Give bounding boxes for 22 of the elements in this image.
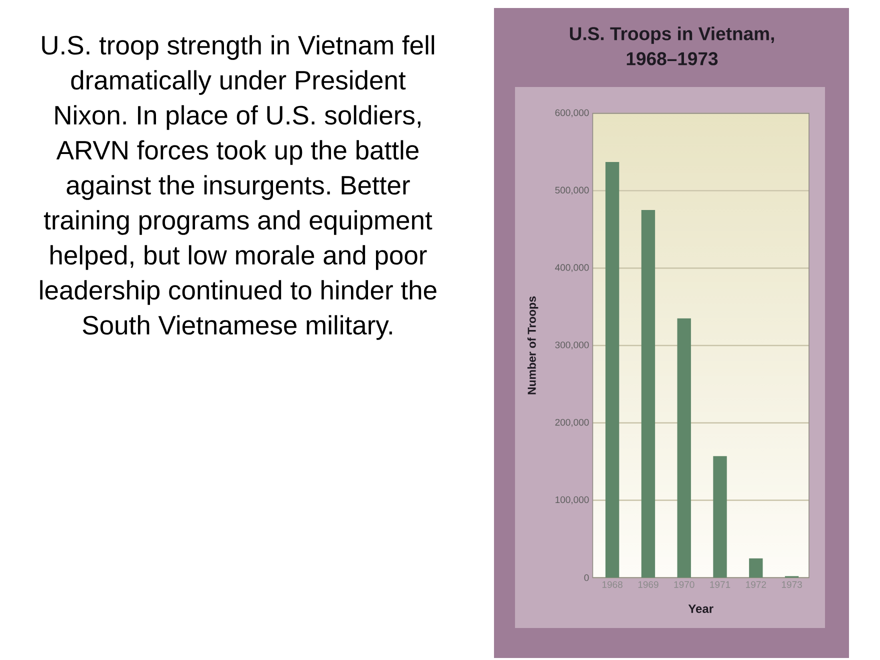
- y-tick-label: 200,000: [555, 418, 589, 427]
- text: U.S. troop strength in Vietnam fell dramatically under President Nixon. In place of U.S. soldiers, ARVN forces took up the battle against the insurgents. Better training programs and equipment helped, but low morale and poor leadership continued to hinder the South Vietnamese military.: [40, 35, 436, 340]
- y-tick-label: 0: [584, 574, 589, 582]
- x-tick-label: 1969: [638, 581, 658, 588]
- x-tick-label: 1972: [746, 581, 766, 588]
- bar: [749, 558, 763, 578]
- bar: [641, 210, 656, 578]
- y-tick-label: 500,000: [555, 186, 589, 195]
- x-axis-title: Year: [688, 604, 714, 613]
- x-tick-label: 1970: [674, 581, 694, 588]
- y-tick-label: 100,000: [556, 496, 589, 504]
- x-tick-label: 1973: [782, 581, 802, 588]
- y-tick-label: 400,000: [555, 264, 589, 272]
- y-axis-title: Number of Troops: [527, 296, 538, 394]
- x-tick-label: 1971: [710, 581, 730, 588]
- x-tick-label: 1968: [602, 581, 622, 588]
- y-tick-label: 600,000: [555, 109, 589, 118]
- bar: [713, 456, 727, 578]
- y-tick-label: 300,000: [555, 342, 589, 350]
- bar: [605, 162, 620, 578]
- chart-title: U.S. Troops in Vietnam, 1968–1973: [570, 26, 774, 66]
- bar: [677, 318, 691, 578]
